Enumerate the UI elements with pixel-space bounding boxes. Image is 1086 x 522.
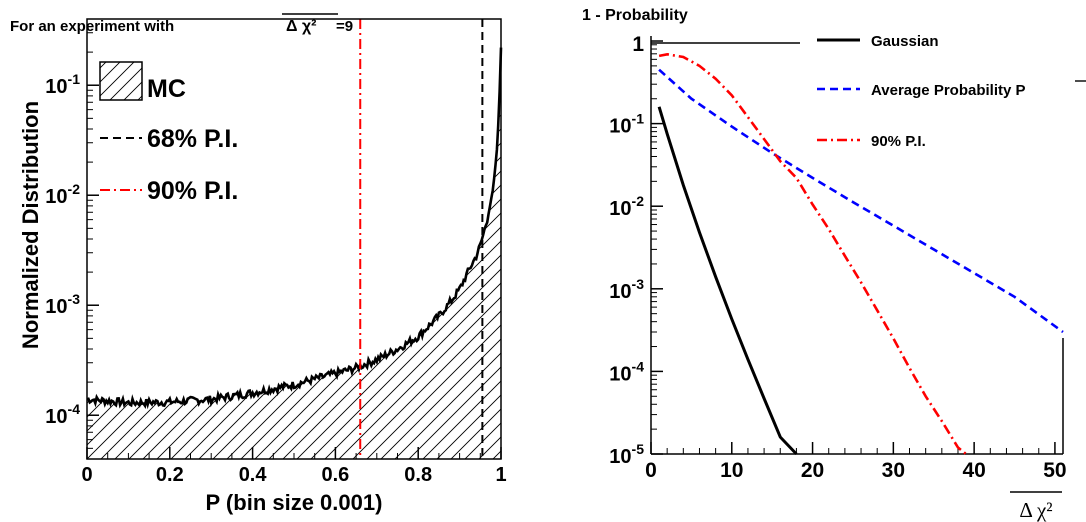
legend-label-0: MC [147, 75, 186, 103]
right-legend-label-text-1: Average Probability [871, 82, 1016, 99]
right-x-tick-label-1: 10 [720, 459, 743, 482]
left-y-tick-label-3-mantissa: 10 [45, 76, 67, 98]
right-y-tick-label-3-mantissa: 10 [609, 198, 631, 220]
left-y-tick-label-0-exponent: -4 [68, 401, 81, 417]
left-axis-ticks: 0 0.2 0.4 0.6 0.8 110-410-310-210-1 [45, 18, 507, 486]
left-title: For an experiment with [10, 18, 174, 35]
right-y-tick-label-2-mantissa: 10 [609, 281, 631, 303]
right-x-axis-label-text: Δ χ² [1019, 498, 1052, 522]
legend-mc-swatch [99, 61, 143, 101]
right-legend-label-text-2: 90% P.I. [871, 133, 926, 150]
right-x-axis-label: Δ χ² [1010, 491, 1062, 522]
right-legend-label-symbol-1: P [1016, 82, 1026, 99]
left-y-tick-label-2-mantissa: 10 [45, 186, 67, 208]
left-title-symbol-text: Δ χ² [286, 18, 316, 35]
left-x-tick-label-1: 0.2 [156, 464, 184, 486]
left-y-tick-label-2-exponent: -2 [68, 181, 81, 197]
right-y-tick-label-5: 1 [632, 33, 644, 56]
left-x-tick-label-2: 0.4 [239, 464, 268, 486]
right-x-tick-label-3: 30 [882, 459, 905, 482]
left-y-tick-label-3-exponent: -1 [68, 71, 81, 87]
right-y-tick-label-0: 10-5 [609, 441, 644, 468]
right-legend-label-text-0: Gaussian [871, 33, 939, 50]
series-line-1 [658, 68, 1064, 334]
left-mc-area [86, 47, 503, 459]
right-y-tick-label-3: 10-2 [609, 193, 644, 220]
left-x-tick-label-5: 1 [495, 464, 506, 486]
left-title-value: =9 [336, 18, 353, 35]
right-y-tick-label-4: 10-1 [609, 111, 644, 138]
right-title: 1 - Probability [582, 7, 688, 24]
left-y-tick-label-1-exponent: -3 [68, 291, 81, 307]
left-y-tick-label-0-mantissa: 10 [45, 406, 67, 428]
left-y-axis-label: Normalized Distribution [18, 101, 43, 349]
left-interval-lines [359, 19, 484, 459]
right-x-tick-label-5: 50 [1043, 459, 1066, 482]
left-title-symbol: Δ χ² [282, 13, 338, 35]
series-line-0 [657, 106, 798, 456]
right-chart: 1 - Probability 0 10 20 30 40 5010-510-410-31… [582, 7, 1086, 522]
left-x-tick-label-4: 0.8 [404, 464, 432, 486]
right-y-tick-label-0-mantissa: 10 [609, 446, 631, 468]
right-legend: Gaussian Average Probability P 90% P.I. [817, 33, 1086, 150]
right-y-tick-label-4-mantissa: 10 [609, 116, 631, 138]
right-y-tick-label-2: 10-3 [609, 276, 644, 303]
right-y-tick-label-1: 10-4 [609, 358, 644, 385]
right-legend-label-2: 90% P.I. [871, 133, 926, 150]
left-chart: For an experiment with Δ χ² =9 Normalize… [10, 13, 507, 515]
left-x-tick-label-3: 0.6 [321, 464, 349, 486]
right-y-tick-label-0-exponent: -5 [632, 441, 645, 457]
left-x-axis-label: P (bin size 0.001) [206, 490, 383, 515]
right-x-tick-label-4: 40 [962, 459, 985, 482]
right-x-tick-label-0: 0 [645, 459, 657, 482]
right-y-tick-label-3-exponent: -2 [632, 193, 645, 209]
legend-label-1: 68% P.I. [147, 125, 238, 153]
right-y-tick-label-2-exponent: -3 [632, 276, 645, 292]
right-legend-label-1: Average Probability P [871, 82, 1026, 99]
left-y-tick-label-3: 10-1 [45, 71, 80, 98]
left-x-tick-label-0: 0 [81, 464, 92, 486]
right-series [657, 52, 1064, 456]
right-y-tick-label-1-exponent: -4 [632, 358, 645, 374]
left-y-tick-label-2: 10-2 [45, 181, 80, 208]
right-legend-label-0: Gaussian [871, 33, 939, 50]
right-y-tick-label-1-mantissa: 10 [609, 363, 631, 385]
left-y-tick-label-1-mantissa: 10 [45, 296, 67, 318]
right-x-tick-label-2: 20 [801, 459, 824, 482]
left-y-tick-label-1: 10-3 [45, 291, 80, 318]
left-legend: MC 68% P.I. 90% P.I. [99, 61, 238, 205]
right-y-tick-label-4-exponent: -1 [632, 111, 645, 127]
series-line-2 [658, 52, 967, 456]
mc-area-fill [87, 47, 501, 459]
legend-label-2: 90% P.I. [147, 177, 238, 205]
mc-histogram-outline [86, 47, 503, 410]
left-y-tick-label-0: 10-4 [45, 401, 80, 428]
